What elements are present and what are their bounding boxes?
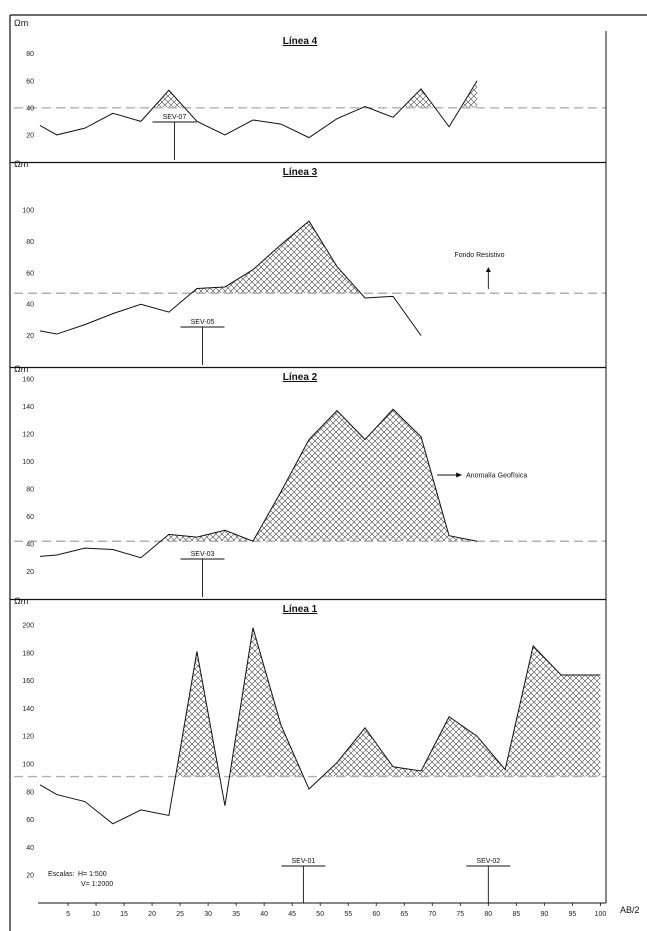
x-tick-label: 75	[456, 911, 464, 918]
y-tick-label: 100	[22, 208, 34, 215]
x-tick-label: 5	[66, 911, 70, 918]
panel-title-4: Línea 1	[283, 604, 318, 615]
y-tick-label: 20	[26, 569, 34, 576]
y-tick-label: 160	[22, 678, 34, 685]
y-tick-label: 120	[22, 432, 34, 439]
x-tick-label: 65	[400, 911, 408, 918]
anomaly-hatch-1	[40, 80, 478, 108]
x-tick-label: 50	[316, 911, 324, 918]
x-tick-label: 95	[568, 911, 576, 918]
y-tick-label: 60	[26, 514, 34, 521]
y-tick-label: 20	[26, 132, 34, 139]
x-tick-label: 60	[372, 911, 380, 918]
y-tick-label: 60	[26, 270, 34, 277]
x-tick-label: 30	[204, 911, 212, 918]
sev-label: SEV-01	[292, 858, 316, 865]
y-tick-label: 180	[22, 650, 34, 657]
x-tick-label: 80	[484, 911, 492, 918]
y-tick-label: 100	[22, 762, 34, 769]
scales-note: Escalas: H= 1:500 V= 1:2000	[48, 871, 113, 888]
annotation-arrowhead	[456, 472, 463, 478]
y-tick-label: 100	[22, 459, 34, 466]
x-tick-label: 10	[92, 911, 100, 918]
sev-label: SEV-03	[191, 551, 215, 558]
panel-4: 20 40 60 80 100 120 140 160 180 200 Ωm Línea 1 SEV-0…	[14, 596, 607, 903]
x-axis-label: AB/2	[620, 905, 640, 915]
panel-1: 20 40 60 80 Ωm Línea 4 SEV-07	[10, 18, 607, 164]
x-tick-label: 45	[288, 911, 296, 918]
x-tick-label: 85	[512, 911, 520, 918]
x-tick-label: 25	[176, 911, 184, 918]
panel-2: 20 40 60 80 100 Ωm Línea 3 SEV-05 Fondo Resistiv…	[10, 159, 607, 369]
y-tick-label: 40	[26, 302, 34, 309]
panels-group: 20 40 60 80 Ωm Línea 4 SEV-07 20 40 60 80 100 Ωm Líne…	[10, 18, 607, 903]
y-tick-label: 80	[26, 51, 34, 58]
x-tick-label: 90	[540, 911, 548, 918]
panel-3: 20 40 60 80 100 120 140 160 Ωm Línea 2 SEV-03 Anoma…	[10, 364, 607, 601]
y-tick-label: 200	[22, 623, 34, 630]
sev-label: SEV-02	[476, 858, 500, 865]
y-tick-label: 60	[26, 78, 34, 85]
y-tick-label: 140	[22, 706, 34, 713]
y-tick-label: 80	[26, 789, 34, 796]
x-tick-label: 100	[595, 911, 607, 918]
y-unit-label-1: Ωm	[14, 18, 28, 28]
anomaly-hatch-3	[160, 409, 477, 542]
y-tick-label: 120	[22, 734, 34, 741]
resistivity-curve-3	[39, 408, 478, 559]
x-axis-ticks: 5 10 15 20 25 30 35 40 45 50 55 60 65 70 75 80 85 90 95 100	[66, 903, 606, 918]
scales-label: Escalas:	[48, 871, 75, 878]
x-tick-label: 55	[344, 911, 352, 918]
sev-label: SEV-07	[163, 114, 187, 121]
y-tick-label: 40	[26, 542, 34, 549]
sev-label: SEV-05	[191, 319, 215, 326]
y-tick-label: 80	[26, 487, 34, 494]
y-unit-label-3: Ωm	[14, 364, 28, 374]
x-tick-label: 20	[148, 911, 156, 918]
x-tick-label: 35	[232, 911, 240, 918]
annotation-arrowhead	[485, 267, 491, 272]
y-unit-label-2: Ωm	[14, 159, 28, 169]
panel-title-3: Línea 2	[283, 372, 318, 383]
panel-title-1: Línea 4	[283, 36, 318, 47]
anomalia-geofisica-label: Anomalía Geofísica	[466, 473, 527, 480]
panel-title-2: Línea 3	[283, 167, 318, 178]
y-tick-label: 140	[22, 404, 34, 411]
scales-horizontal: H= 1:500	[78, 871, 107, 878]
y-tick-label: 160	[22, 377, 34, 384]
resistivity-curve-1	[39, 80, 478, 139]
x-tick-label: 15	[120, 911, 128, 918]
resistivity-curve-2	[39, 220, 422, 336]
y-unit-label-4: Ωm	[14, 596, 28, 606]
anomaly-hatch-4	[40, 627, 601, 777]
y-tick-label: 20	[26, 333, 34, 340]
y-tick-label: 80	[26, 239, 34, 246]
x-tick-label: 70	[428, 911, 436, 918]
y-tick-label: 40	[26, 845, 34, 852]
x-tick-label: 40	[260, 911, 268, 918]
y-tick-label: 20	[26, 873, 34, 880]
fondo-resistivo-label: Fondo Resistivo	[454, 252, 504, 259]
y-tick-label: 60	[26, 817, 34, 824]
resistivity-curve-4	[39, 627, 601, 825]
scales-vertical: V= 1:2000	[81, 881, 113, 888]
anomaly-hatch-2	[40, 221, 422, 294]
y-tick-label: 40	[26, 105, 34, 112]
